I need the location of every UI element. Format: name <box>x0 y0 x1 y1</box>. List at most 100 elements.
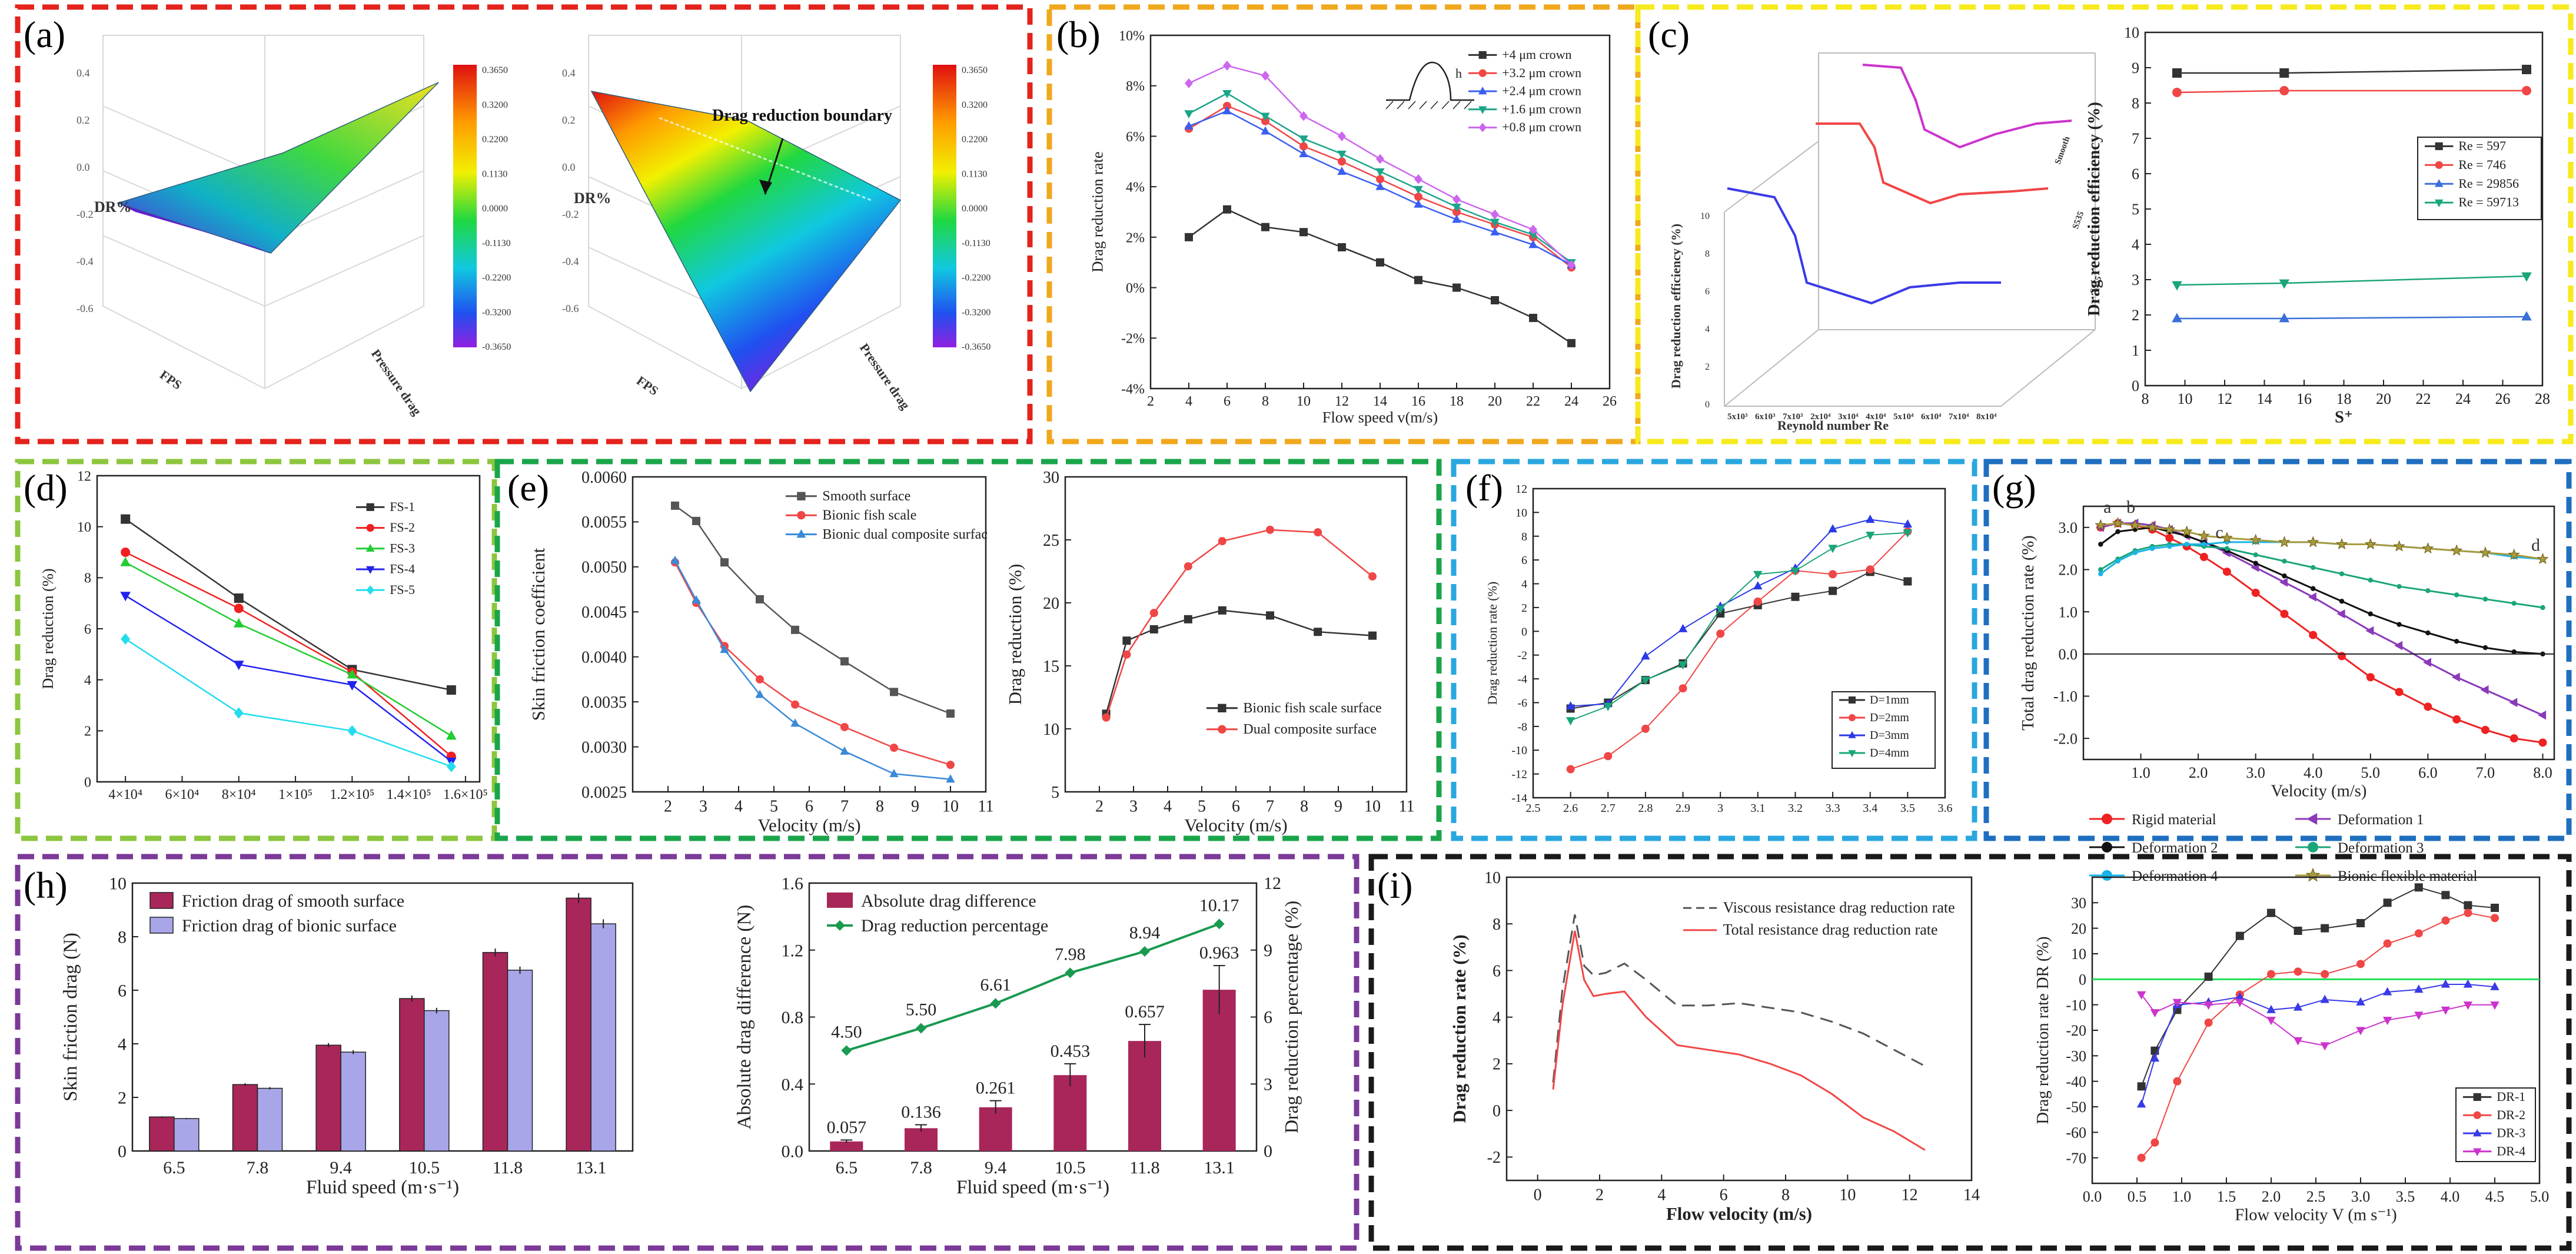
y2-tick-label: 6 <box>1264 1008 1272 1027</box>
x-tick-label: 12 <box>1902 1186 1918 1205</box>
data-point-marker <box>1299 228 1308 237</box>
y-tick-label: 8 <box>1521 530 1527 543</box>
colorbar-tick-label: -0.3650 <box>962 342 990 352</box>
legend-label: Re = 59713 <box>2458 195 2519 210</box>
data-point-marker <box>2425 588 2431 593</box>
panel-a-left-xlabel1: FPS <box>157 367 184 393</box>
y-axis-label: Drag reduction rate (%) <box>1485 582 1500 705</box>
colorbar-tick-label: 0.3650 <box>482 65 508 75</box>
colorbar-tick-label: 0.1130 <box>482 169 507 179</box>
data-point-marker <box>2137 1082 2146 1091</box>
data-point-marker <box>2424 702 2432 711</box>
x-tick-label: 12 <box>2217 390 2232 407</box>
series-line-re-59713 <box>2176 275 2527 286</box>
data-point-marker <box>2368 578 2374 583</box>
data-point-marker <box>720 645 729 653</box>
x-tick-label: 18 <box>1450 394 1464 409</box>
series-line-re-29856 <box>2177 316 2527 320</box>
y-tick-label: 30 <box>1043 469 1059 487</box>
data-point-marker <box>2537 553 2549 565</box>
data-point-marker <box>2163 523 2176 535</box>
data-point-marker <box>1829 570 1837 579</box>
legend-label: DR-2 <box>2497 1107 2525 1122</box>
data-point-marker <box>1368 572 1377 581</box>
data-point-marker <box>1529 224 1537 235</box>
y-tick-label: 2 <box>1493 1056 1501 1074</box>
data-point-marker <box>1528 231 1538 240</box>
x-tick-label: 28 <box>2535 390 2550 407</box>
x-axis-label: Velocity (m/s) <box>757 815 860 835</box>
y-axis-label: Drag reduction rate <box>1088 151 1106 272</box>
x-tick-label: 4 <box>734 798 743 816</box>
legend-label: +4 μm crown <box>1502 47 1571 62</box>
panel-c-3d-xtick: 5x10³ <box>1727 412 1748 422</box>
x-tick-label: 0.5 <box>2128 1188 2147 1205</box>
data-point-marker <box>1866 532 1875 540</box>
x-tick-label: 26 <box>1603 394 1617 409</box>
x-tick-label: 7.8 <box>910 1158 932 1177</box>
data-point-marker <box>2199 553 2208 561</box>
data-point-marker <box>2396 622 2402 627</box>
data-point-marker <box>2279 578 2288 587</box>
data-point-marker <box>1641 651 1650 660</box>
data-point-marker <box>2435 142 2443 150</box>
y-tick-label: 10 <box>77 520 91 535</box>
legend-label: Absolute drag difference <box>861 891 1036 911</box>
x-tick-label: 16 <box>2296 390 2312 407</box>
y-tick-label: 0.0025 <box>581 784 627 802</box>
data-point-marker <box>2356 997 2365 1006</box>
bar-absolute-difference <box>1202 990 1236 1151</box>
line-value-label: 10.17 <box>1199 895 1239 915</box>
data-point-marker <box>1849 696 1856 704</box>
panel-a-left-3d-plot: DR% FPS Pressure drag <box>94 35 477 418</box>
data-point-marker <box>1261 223 1269 231</box>
data-point-marker <box>2102 842 2112 852</box>
data-point-marker <box>2253 552 2258 558</box>
legend-label: Bionic flexible material <box>2338 868 2477 884</box>
data-point-marker <box>1791 592 1800 601</box>
plot-frame <box>631 476 987 793</box>
data-point-marker <box>2172 281 2182 291</box>
data-point-marker <box>1299 142 1308 151</box>
panel-c-3d-xtick: 2x10⁴ <box>1810 412 1831 422</box>
data-point-marker <box>1828 524 1837 533</box>
series-line-viscous-resistance-drag-reduction-rate <box>1552 914 1926 1083</box>
bar-bionic <box>340 1051 366 1152</box>
panel-c-3d-xtick: 6x10³ <box>1755 412 1776 422</box>
x-tick-label: 7.8 <box>247 1158 269 1177</box>
data-point-marker <box>1604 752 1613 761</box>
panel-a-right-ztick: 0.2 <box>562 114 576 126</box>
x-tick-label: 2.0 <box>2189 764 2208 781</box>
series-line-total-resistance-drag-reduction-rate <box>1552 930 1926 1151</box>
panel-h-label: (h) <box>24 864 68 906</box>
legend-label: Bionic dual composite surfac <box>822 527 988 542</box>
data-point-marker <box>1338 131 1346 141</box>
data-point-marker <box>1261 112 1270 121</box>
x-tick-label: 11.8 <box>1129 1158 1159 1177</box>
y-tick-label: -8 <box>1517 721 1527 734</box>
x-tick-label: 10 <box>1297 394 1311 409</box>
data-point-marker <box>890 688 898 696</box>
data-point-marker <box>2339 599 2345 604</box>
legend-label: DR-3 <box>2497 1126 2525 1140</box>
panel-a-right-3d-plot: Drag reduction boundary DR% FPS Pressure… <box>574 35 956 412</box>
series-line-drag-reduction-percentage <box>846 923 1220 1052</box>
x-tick-label: 1.0 <box>2131 764 2150 781</box>
data-point-marker <box>1223 205 1231 214</box>
data-point-marker <box>1368 631 1377 640</box>
bar-smooth <box>232 1084 258 1152</box>
data-point-marker <box>1753 581 1763 590</box>
y2-tick-label: 9 <box>1264 941 1272 960</box>
data-point-marker <box>2441 916 2450 925</box>
data-point-marker <box>1314 528 1322 537</box>
y-tick-label: -10 <box>2066 997 2086 1014</box>
data-point-marker <box>692 516 700 525</box>
x-tick-label: 24 <box>1564 394 1578 409</box>
data-point-marker <box>1603 702 1613 711</box>
data-point-marker <box>2521 272 2532 282</box>
crown-inset-hatch <box>1452 101 1461 110</box>
panel-c-3d-xlabel: Reynold number Re <box>1777 418 1889 433</box>
legend-label: Total resistance drag reduction rate <box>1723 921 1938 938</box>
y-tick-label: 1 <box>2132 342 2139 359</box>
legend-label: DR-4 <box>2497 1143 2525 1158</box>
